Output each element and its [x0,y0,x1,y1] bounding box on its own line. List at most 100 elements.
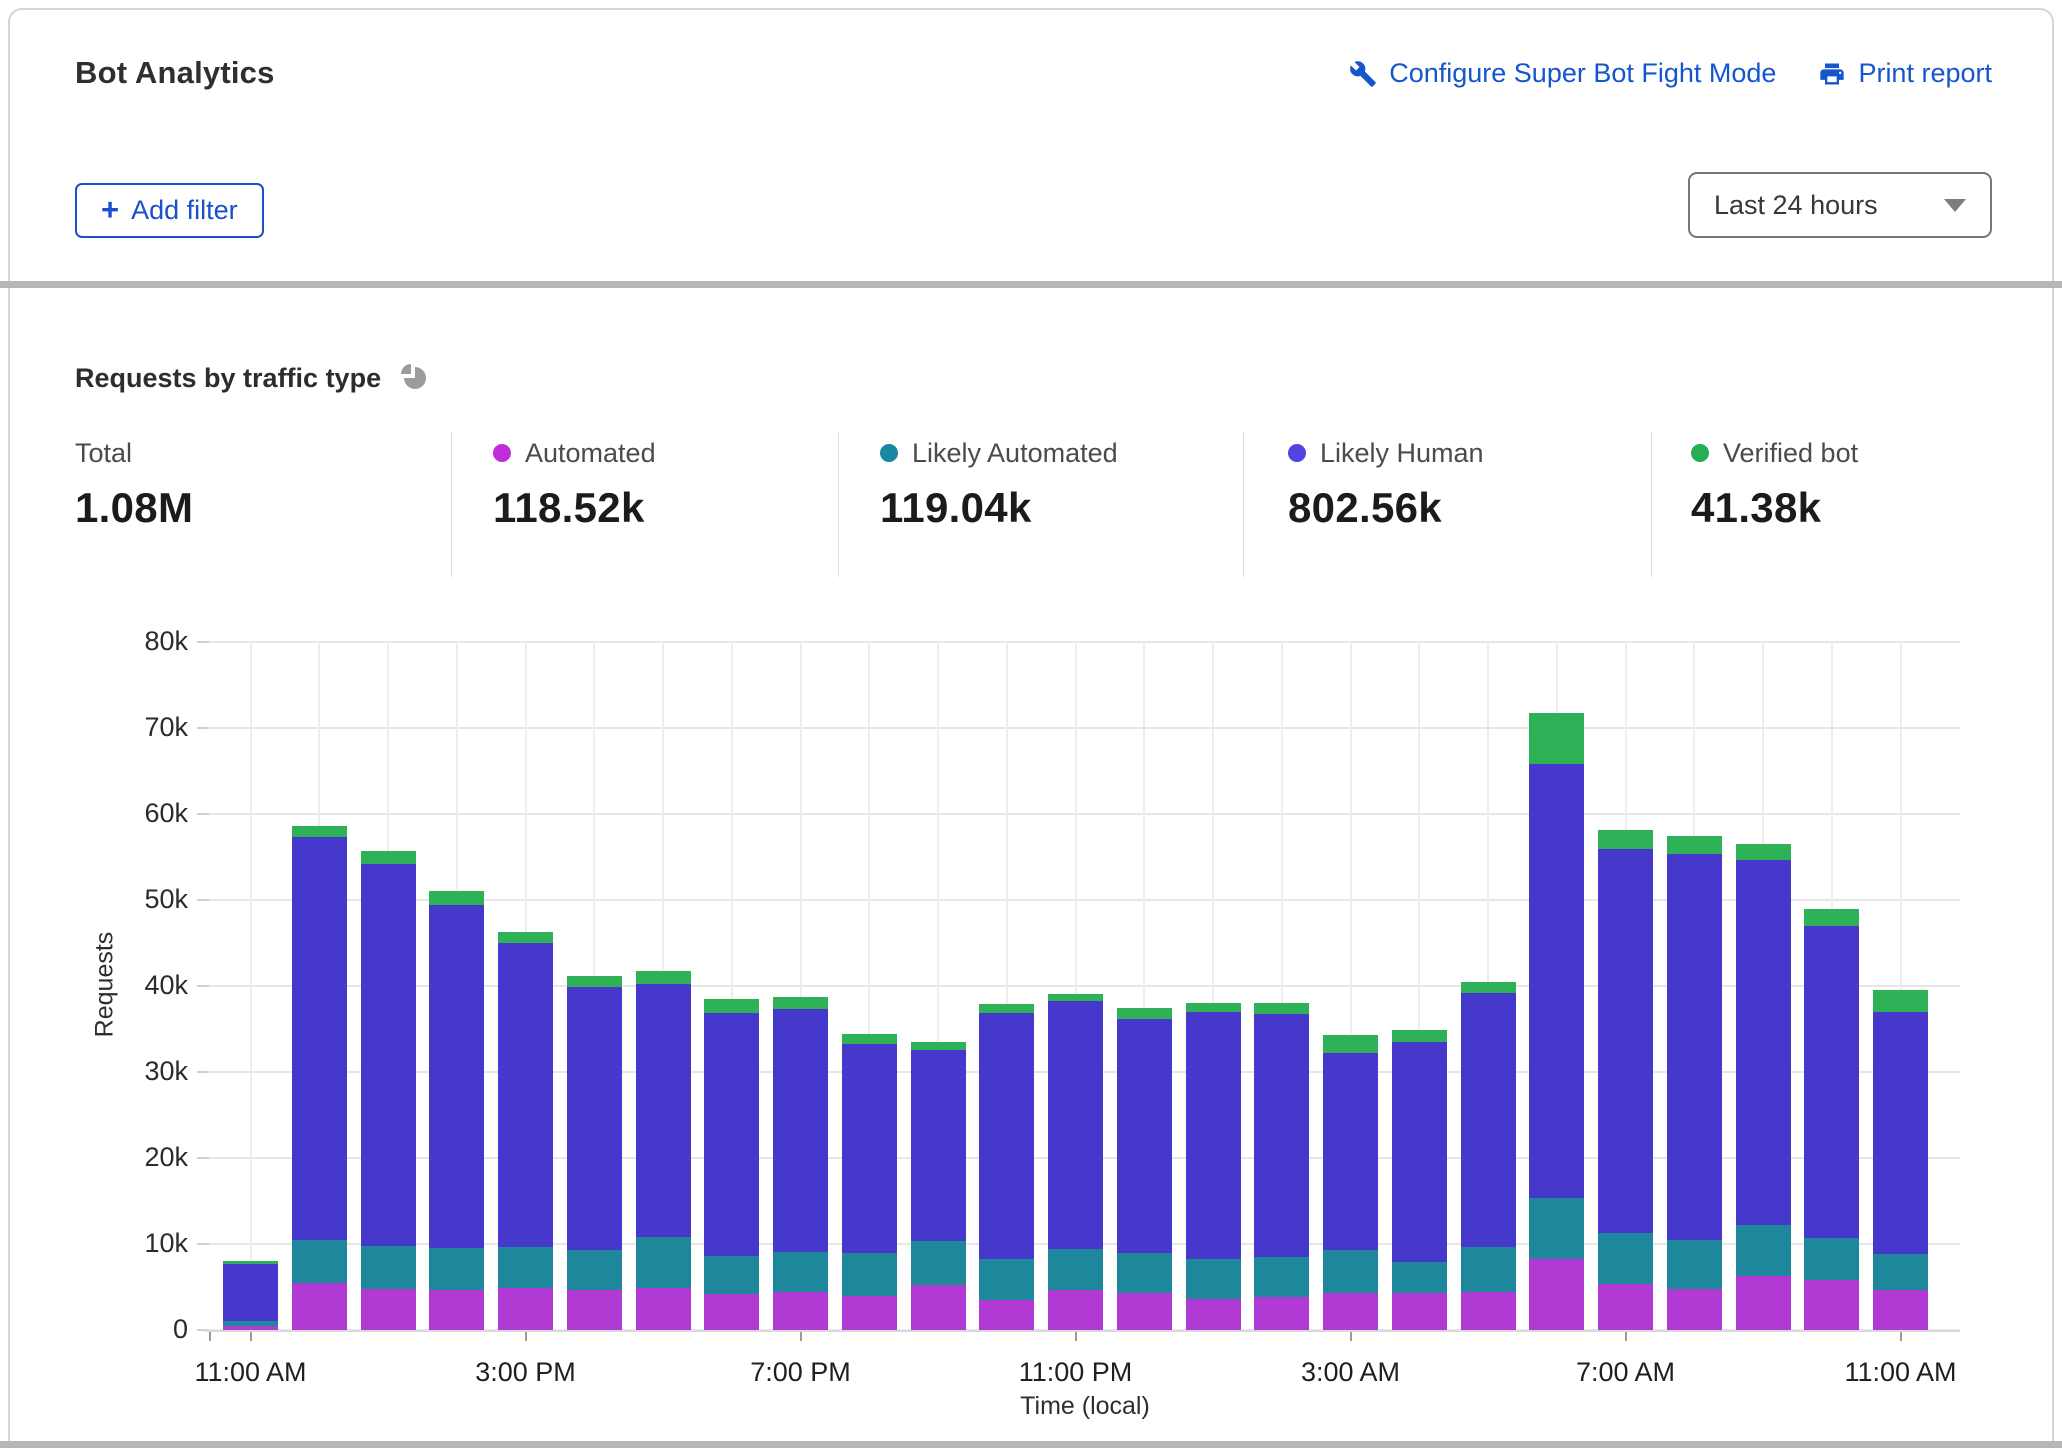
bar-segment-likely-automated[interactable] [1048,1249,1103,1289]
bar-segment-likely-automated[interactable] [1667,1240,1722,1289]
bar-segment-verified-bot[interactable] [911,1042,966,1050]
bar-segment-automated[interactable] [636,1288,691,1330]
bar-segment-likely-human[interactable] [704,1013,759,1256]
bar-segment-verified-bot[interactable] [1323,1035,1378,1053]
bar-segment-automated[interactable] [911,1285,966,1330]
bar-segment-verified-bot[interactable] [1804,909,1859,926]
bar-segment-automated[interactable] [498,1288,553,1330]
bar-segment-likely-human[interactable] [636,984,691,1237]
bar-segment-likely-automated[interactable] [1873,1254,1928,1289]
bar-segment-likely-automated[interactable] [1254,1257,1309,1297]
bar-segment-likely-automated[interactable] [911,1241,966,1285]
bar-segment-verified-bot[interactable] [292,826,347,837]
bar-segment-likely-human[interactable] [911,1050,966,1242]
configure-super-bot-fight-mode-link[interactable]: Configure Super Bot Fight Mode [1349,58,1776,89]
bar-segment-automated[interactable] [567,1290,622,1330]
bar-segment-likely-human[interactable] [1736,860,1791,1225]
bar-segment-likely-automated[interactable] [1392,1262,1447,1293]
bar-segment-automated[interactable] [1873,1290,1928,1330]
bar-segment-likely-automated[interactable] [1186,1259,1241,1299]
bar-segment-likely-human[interactable] [1323,1053,1378,1250]
bar-segment-automated[interactable] [979,1300,1034,1330]
bar-segment-likely-automated[interactable] [842,1253,897,1295]
bar-segment-likely-human[interactable] [1048,1001,1103,1250]
bar-segment-automated[interactable] [773,1292,828,1330]
stat-automated[interactable]: Automated 118.52k [493,438,656,532]
bar-segment-verified-bot[interactable] [223,1261,278,1264]
bar-segment-verified-bot[interactable] [704,999,759,1013]
bar-segment-automated[interactable] [1598,1284,1653,1330]
bar-segment-verified-bot[interactable] [773,997,828,1009]
bar-segment-verified-bot[interactable] [1392,1030,1447,1042]
bar-segment-likely-human[interactable] [842,1044,897,1254]
bar-segment-verified-bot[interactable] [1529,713,1584,764]
bar-segment-likely-automated[interactable] [1529,1198,1584,1259]
bar-segment-automated[interactable] [704,1294,759,1330]
bar-segment-likely-automated[interactable] [292,1240,347,1283]
bar-segment-likely-human[interactable] [979,1013,1034,1259]
bar-segment-verified-bot[interactable] [1117,1008,1172,1018]
bar-segment-automated[interactable] [292,1283,347,1330]
bar-segment-likely-automated[interactable] [1598,1233,1653,1285]
bar-segment-verified-bot[interactable] [1667,836,1722,854]
bar-segment-automated[interactable] [223,1326,278,1330]
bar-segment-likely-automated[interactable] [1117,1253,1172,1293]
bar-segment-likely-human[interactable] [1254,1014,1309,1257]
add-filter-button[interactable]: + Add filter [75,183,264,238]
bar-segment-likely-automated[interactable] [498,1247,553,1288]
bar-segment-automated[interactable] [1529,1259,1584,1330]
stat-likely-automated[interactable]: Likely Automated 119.04k [880,438,1118,532]
bar-segment-likely-automated[interactable] [223,1321,278,1326]
bar-segment-verified-bot[interactable] [1048,994,1103,1001]
bar-segment-likely-human[interactable] [292,837,347,1239]
bar-segment-automated[interactable] [1736,1276,1791,1330]
bar-segment-likely-human[interactable] [223,1264,278,1321]
bar-segment-automated[interactable] [1048,1290,1103,1330]
bar-segment-verified-bot[interactable] [361,851,416,864]
bar-segment-automated[interactable] [361,1289,416,1330]
bar-segment-likely-human[interactable] [361,864,416,1246]
bar-segment-likely-human[interactable] [567,987,622,1250]
bar-segment-likely-automated[interactable] [1804,1238,1859,1280]
bar-segment-likely-human[interactable] [1186,1012,1241,1259]
bar-segment-likely-automated[interactable] [361,1246,416,1289]
bar-segment-verified-bot[interactable] [1873,990,1928,1012]
bar-segment-likely-automated[interactable] [1736,1225,1791,1276]
bar-segment-likely-human[interactable] [498,943,553,1247]
bar-segment-verified-bot[interactable] [1254,1003,1309,1013]
bar-segment-automated[interactable] [429,1290,484,1330]
bar-segment-likely-human[interactable] [429,905,484,1248]
bar-segment-automated[interactable] [1117,1293,1172,1330]
bar-segment-verified-bot[interactable] [1736,844,1791,860]
bar-segment-verified-bot[interactable] [979,1004,1034,1013]
bar-segment-likely-automated[interactable] [773,1252,828,1292]
bar-segment-automated[interactable] [1667,1289,1722,1330]
bar-segment-likely-automated[interactable] [979,1259,1034,1300]
print-report-link[interactable]: Print report [1818,58,1992,89]
bar-segment-automated[interactable] [842,1296,897,1330]
bar-segment-automated[interactable] [1186,1299,1241,1330]
bar-segment-verified-bot[interactable] [1461,982,1516,993]
stat-likely-human[interactable]: Likely Human 802.56k [1288,438,1484,532]
bar-segment-likely-human[interactable] [1667,854,1722,1240]
bar-segment-likely-automated[interactable] [636,1237,691,1288]
bar-segment-automated[interactable] [1254,1297,1309,1330]
bar-segment-likely-human[interactable] [1804,926,1859,1238]
bar-segment-likely-human[interactable] [773,1009,828,1252]
bar-segment-likely-human[interactable] [1529,764,1584,1198]
bar-segment-likely-automated[interactable] [1461,1247,1516,1293]
bar-segment-likely-automated[interactable] [429,1248,484,1289]
bar-segment-likely-human[interactable] [1873,1012,1928,1255]
bar-segment-likely-automated[interactable] [567,1250,622,1290]
bar-segment-verified-bot[interactable] [1186,1003,1241,1012]
bar-segment-likely-automated[interactable] [704,1256,759,1294]
bar-segment-likely-human[interactable] [1392,1042,1447,1262]
bar-segment-automated[interactable] [1323,1293,1378,1330]
time-range-dropdown[interactable]: Last 24 hours [1688,172,1992,238]
bar-segment-verified-bot[interactable] [1598,830,1653,849]
bar-segment-automated[interactable] [1461,1292,1516,1330]
bar-segment-automated[interactable] [1392,1293,1447,1330]
bar-segment-verified-bot[interactable] [636,971,691,985]
bar-segment-verified-bot[interactable] [567,976,622,987]
bar-segment-likely-human[interactable] [1117,1019,1172,1254]
